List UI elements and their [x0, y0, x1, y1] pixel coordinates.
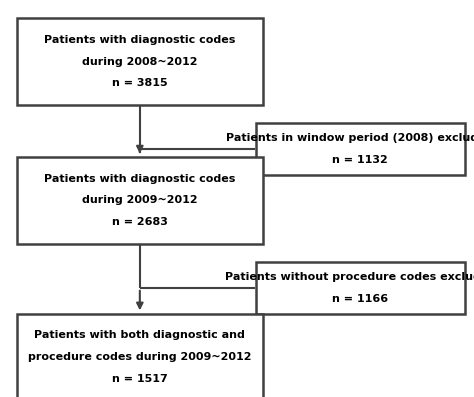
Bar	[17, 157, 263, 244]
Bar	[17, 314, 263, 397]
Text: procedure codes during 2009~2012: procedure codes during 2009~2012	[28, 352, 252, 362]
Text: during 2008~2012: during 2008~2012	[82, 56, 198, 67]
Bar	[256, 262, 465, 314]
Text: Patients with both diagnostic and: Patients with both diagnostic and	[35, 330, 245, 341]
Bar	[256, 123, 465, 175]
Text: n = 1166: n = 1166	[332, 294, 388, 304]
Text: n = 1517: n = 1517	[112, 374, 168, 384]
Text: Patients without procedure codes excluded: Patients without procedure codes exclude…	[225, 272, 474, 282]
Text: Patients in window period (2008) excluded: Patients in window period (2008) exclude…	[227, 133, 474, 143]
Text: Patients with diagnostic codes: Patients with diagnostic codes	[44, 173, 236, 184]
Text: n = 2683: n = 2683	[112, 217, 168, 227]
Text: during 2009~2012: during 2009~2012	[82, 195, 198, 206]
Text: Patients with diagnostic codes: Patients with diagnostic codes	[44, 35, 236, 45]
Text: n = 1132: n = 1132	[332, 155, 388, 165]
Bar	[17, 18, 263, 105]
Text: n = 3815: n = 3815	[112, 78, 168, 89]
